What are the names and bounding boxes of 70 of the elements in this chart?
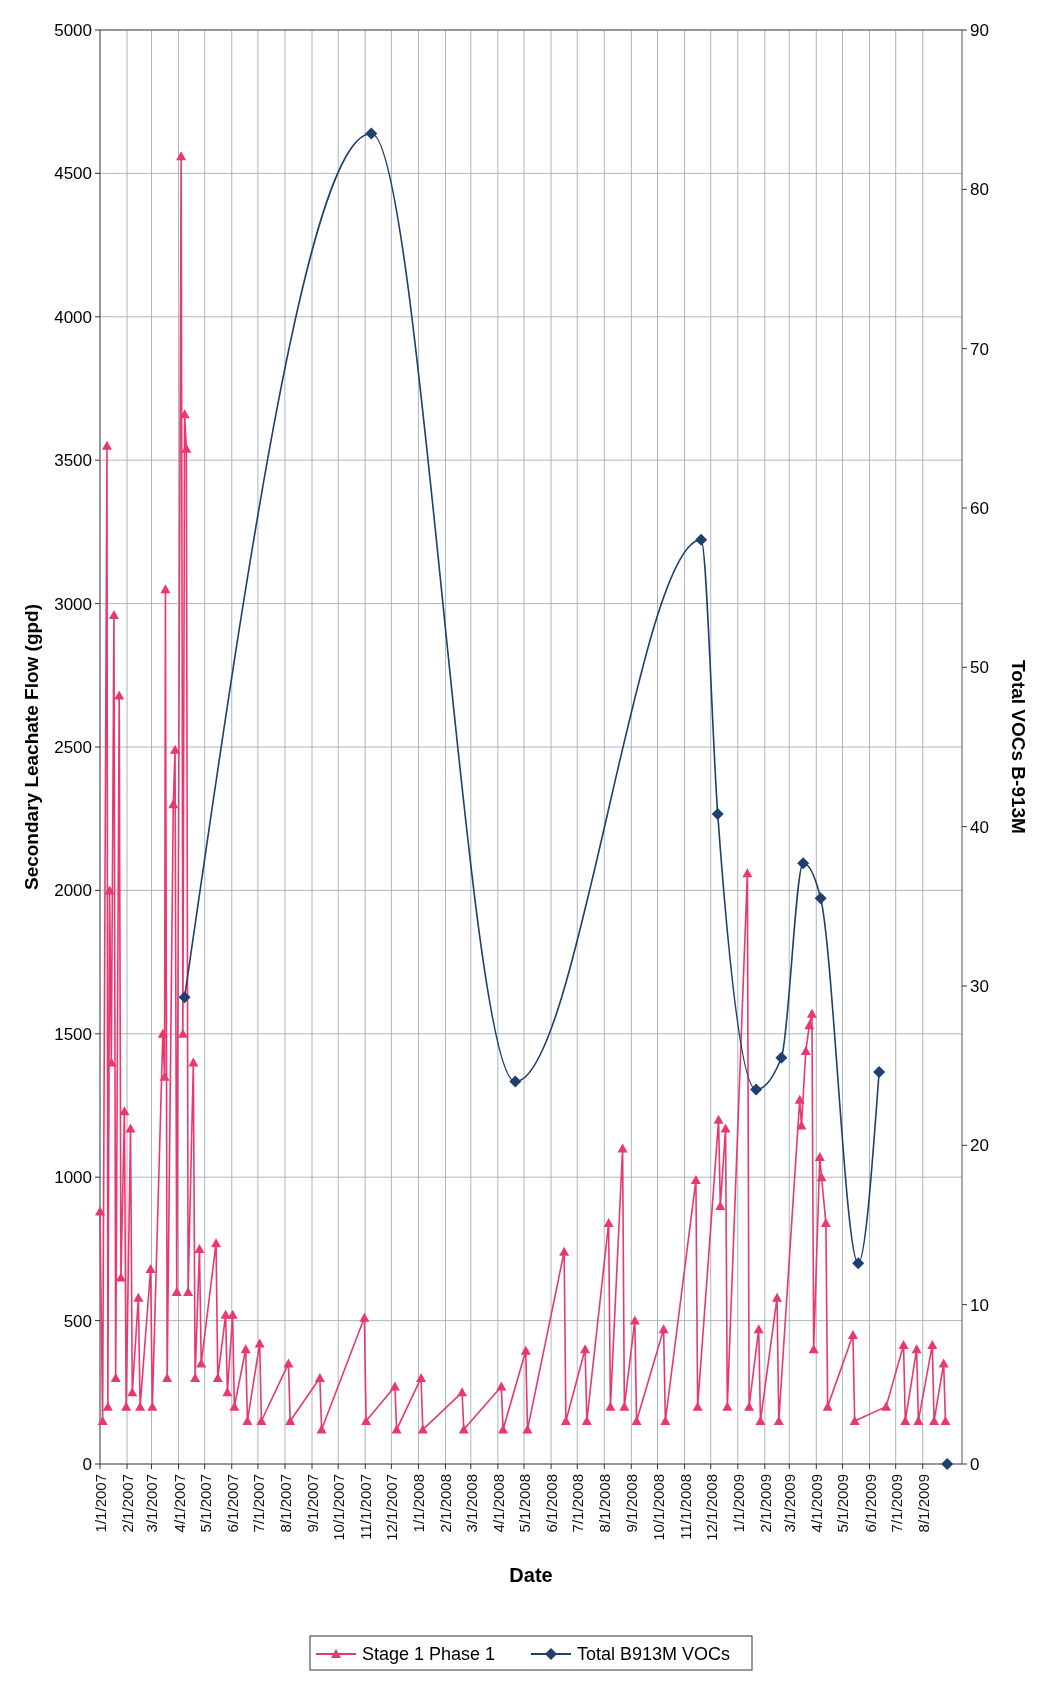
y-tick-label: 4000 xyxy=(54,307,92,327)
x-tick-label: 8/1/2008 xyxy=(596,1474,614,1533)
x-tick-label: 7/1/2007 xyxy=(249,1474,267,1533)
x-tick-label: 6/1/2007 xyxy=(223,1474,241,1533)
x-tick-label: 3/1/2008 xyxy=(462,1474,480,1533)
point xyxy=(178,991,191,1004)
x-tick-label: 1/1/2008 xyxy=(410,1474,428,1533)
x-tick-label: 4/1/2009 xyxy=(808,1474,826,1533)
y2-axis-title: Total VOCs B-913M xyxy=(1008,660,1029,834)
x-tick-label: 8/1/2007 xyxy=(276,1474,294,1533)
x-tick-label: 7/1/2009 xyxy=(887,1474,905,1533)
x-tick-label: 6/1/2008 xyxy=(543,1474,561,1533)
y2-tick-label: 30 xyxy=(970,977,989,996)
point xyxy=(775,1051,788,1064)
point xyxy=(852,1257,865,1270)
y-tick-label: 1000 xyxy=(54,1168,92,1188)
x-tick-label: 12/1/2008 xyxy=(702,1474,720,1541)
y-tick-label: 3000 xyxy=(54,594,92,614)
x-tick-label: 7/1/2008 xyxy=(569,1474,587,1533)
legend-label: Total B913M VOCs xyxy=(577,1644,731,1664)
y-tick-label: 0 xyxy=(82,1455,92,1474)
x-tick-label: 3/1/2009 xyxy=(781,1474,799,1533)
x-tick-label: 10/1/2008 xyxy=(649,1474,667,1541)
point xyxy=(750,1083,763,1096)
x-axis-title: Date xyxy=(509,1564,553,1586)
x-tick-label: 2/1/2007 xyxy=(119,1474,137,1533)
x-tick-label: 4/1/2008 xyxy=(489,1474,507,1533)
y2-tick-label: 90 xyxy=(970,21,989,40)
point xyxy=(695,533,708,546)
x-tick-label: 2/1/2008 xyxy=(437,1474,455,1533)
y2-tick-label: 10 xyxy=(970,1295,989,1315)
x-tick-label: 5/1/2007 xyxy=(196,1474,214,1533)
x-tick-label: 2/1/2009 xyxy=(756,1474,774,1533)
x-tick-label: 9/1/2007 xyxy=(304,1474,322,1533)
y2-tick-label: 0 xyxy=(970,1455,980,1474)
y2-tick-label: 70 xyxy=(970,339,989,359)
y-tick-label: 5000 xyxy=(54,21,92,40)
y2-tick-label: 80 xyxy=(970,180,989,200)
y2-tick-label: 50 xyxy=(970,658,989,678)
x-tick-label: 1/1/2007 xyxy=(92,1474,109,1533)
point xyxy=(873,1066,886,1079)
x-tick-label: 5/1/2009 xyxy=(834,1474,852,1533)
x-tick-label: 4/1/2007 xyxy=(170,1474,188,1533)
x-tick-label: 8/1/2009 xyxy=(914,1474,932,1533)
y2-tick-label: 60 xyxy=(970,499,989,518)
x-tick-label: 9/1/2008 xyxy=(623,1474,641,1533)
y-tick-label: 2500 xyxy=(54,738,92,757)
point xyxy=(797,857,810,870)
x-tick-label: 11/1/2008 xyxy=(676,1474,694,1540)
y2-tick-label: 20 xyxy=(970,1136,989,1156)
x-tick-label: 11/1/2007 xyxy=(357,1474,375,1540)
x-tick-label: 12/1/2007 xyxy=(383,1474,401,1541)
y-tick-label: 1500 xyxy=(54,1024,92,1044)
y2-tick-label: 40 xyxy=(970,817,989,837)
y-tick-label: 500 xyxy=(63,1311,92,1331)
y-tick-label: 3500 xyxy=(54,451,92,471)
y-tick-label: 2000 xyxy=(54,881,92,901)
y-tick-label: 4500 xyxy=(54,164,92,184)
x-tick-label: 6/1/2009 xyxy=(861,1474,879,1533)
point xyxy=(814,892,827,905)
x-tick-label: 1/1/2009 xyxy=(729,1474,747,1533)
y-axis-title: Secondary Leachate Flow (gpd) xyxy=(21,603,42,891)
point xyxy=(711,807,724,820)
point xyxy=(941,1458,954,1470)
x-tick-label: 5/1/2008 xyxy=(516,1474,534,1533)
x-tick-label: 10/1/2007 xyxy=(330,1474,348,1541)
point xyxy=(365,127,378,140)
x-tick-label: 3/1/2007 xyxy=(143,1474,161,1533)
point xyxy=(509,1075,522,1088)
legend-label: Stage 1 Phase 1 xyxy=(362,1644,496,1664)
